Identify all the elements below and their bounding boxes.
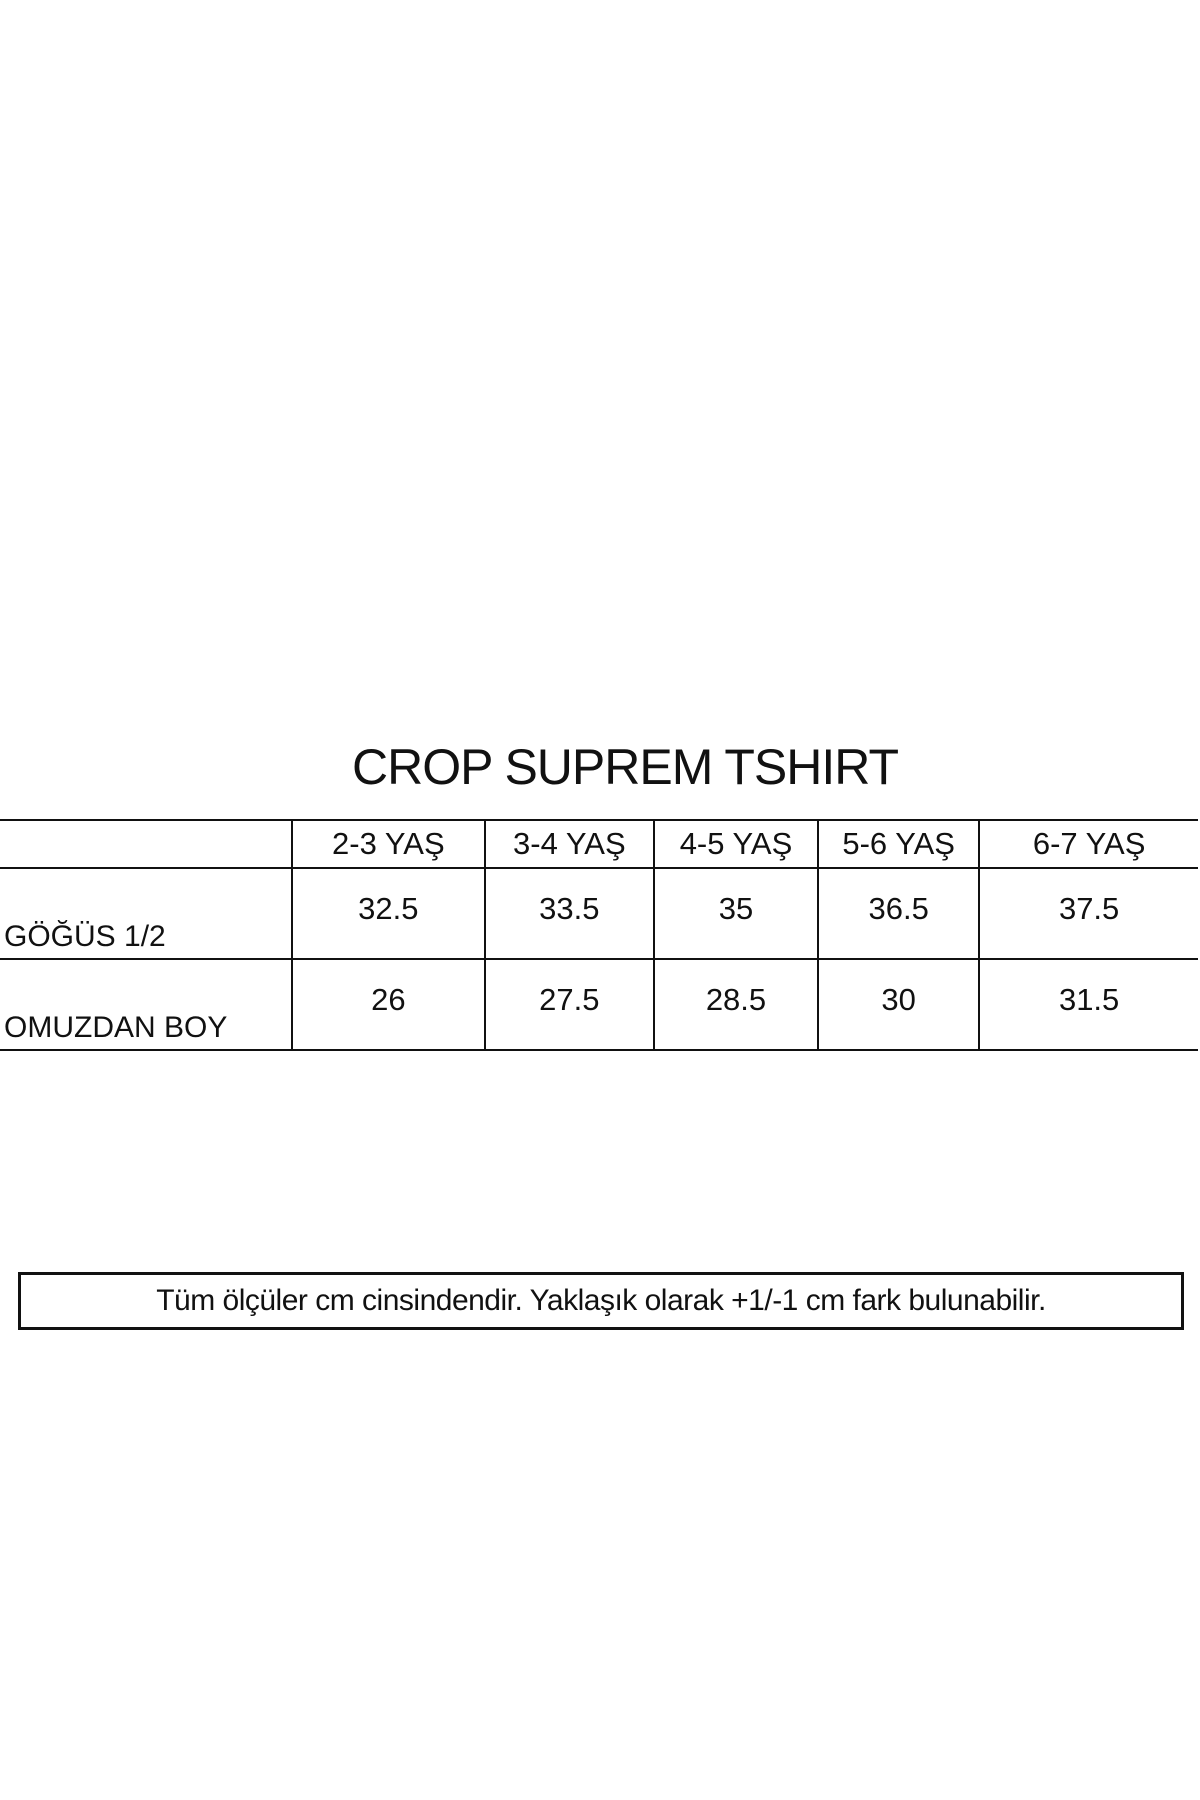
size-table: 2-3 YAŞ 3-4 YAŞ 4-5 YAŞ 5-6 YAŞ 6-7 YAŞ … [0,819,1198,1051]
table-header-row: 2-3 YAŞ 3-4 YAŞ 4-5 YAŞ 5-6 YAŞ 6-7 YAŞ [0,819,1198,869]
table-cell: 27.5 [483,958,655,1051]
table-cell: 33.5 [483,867,655,960]
table-cell: 35 [652,867,820,960]
table-row: OMUZDAN BOY 26 27.5 28.5 30 31.5 [0,958,1198,1051]
page-title: CROP SUPREM TSHIRT [352,739,899,795]
table-cell: 37.5 [978,867,1198,960]
table-cell: 30 [817,958,981,1051]
measurement-note: Tüm ölçüler cm cinsindendir. Yaklaşık ol… [18,1272,1184,1330]
column-header [0,819,293,869]
table-cell: 28.5 [652,958,820,1051]
row-label: OMUZDAN BOY [0,958,293,1051]
table-cell: 32.5 [290,867,486,960]
table-row: GÖĞÜS 1/2 32.5 33.5 35 36.5 37.5 [0,867,1198,960]
column-header: 3-4 YAŞ [483,819,655,869]
row-label: GÖĞÜS 1/2 [0,867,293,960]
column-header: 2-3 YAŞ [290,819,486,869]
table-cell: 26 [290,958,486,1051]
column-header: 6-7 YAŞ [978,819,1198,869]
table-cell: 31.5 [978,958,1198,1051]
table-cell: 36.5 [817,867,981,960]
column-header: 4-5 YAŞ [652,819,820,869]
column-header: 5-6 YAŞ [817,819,981,869]
